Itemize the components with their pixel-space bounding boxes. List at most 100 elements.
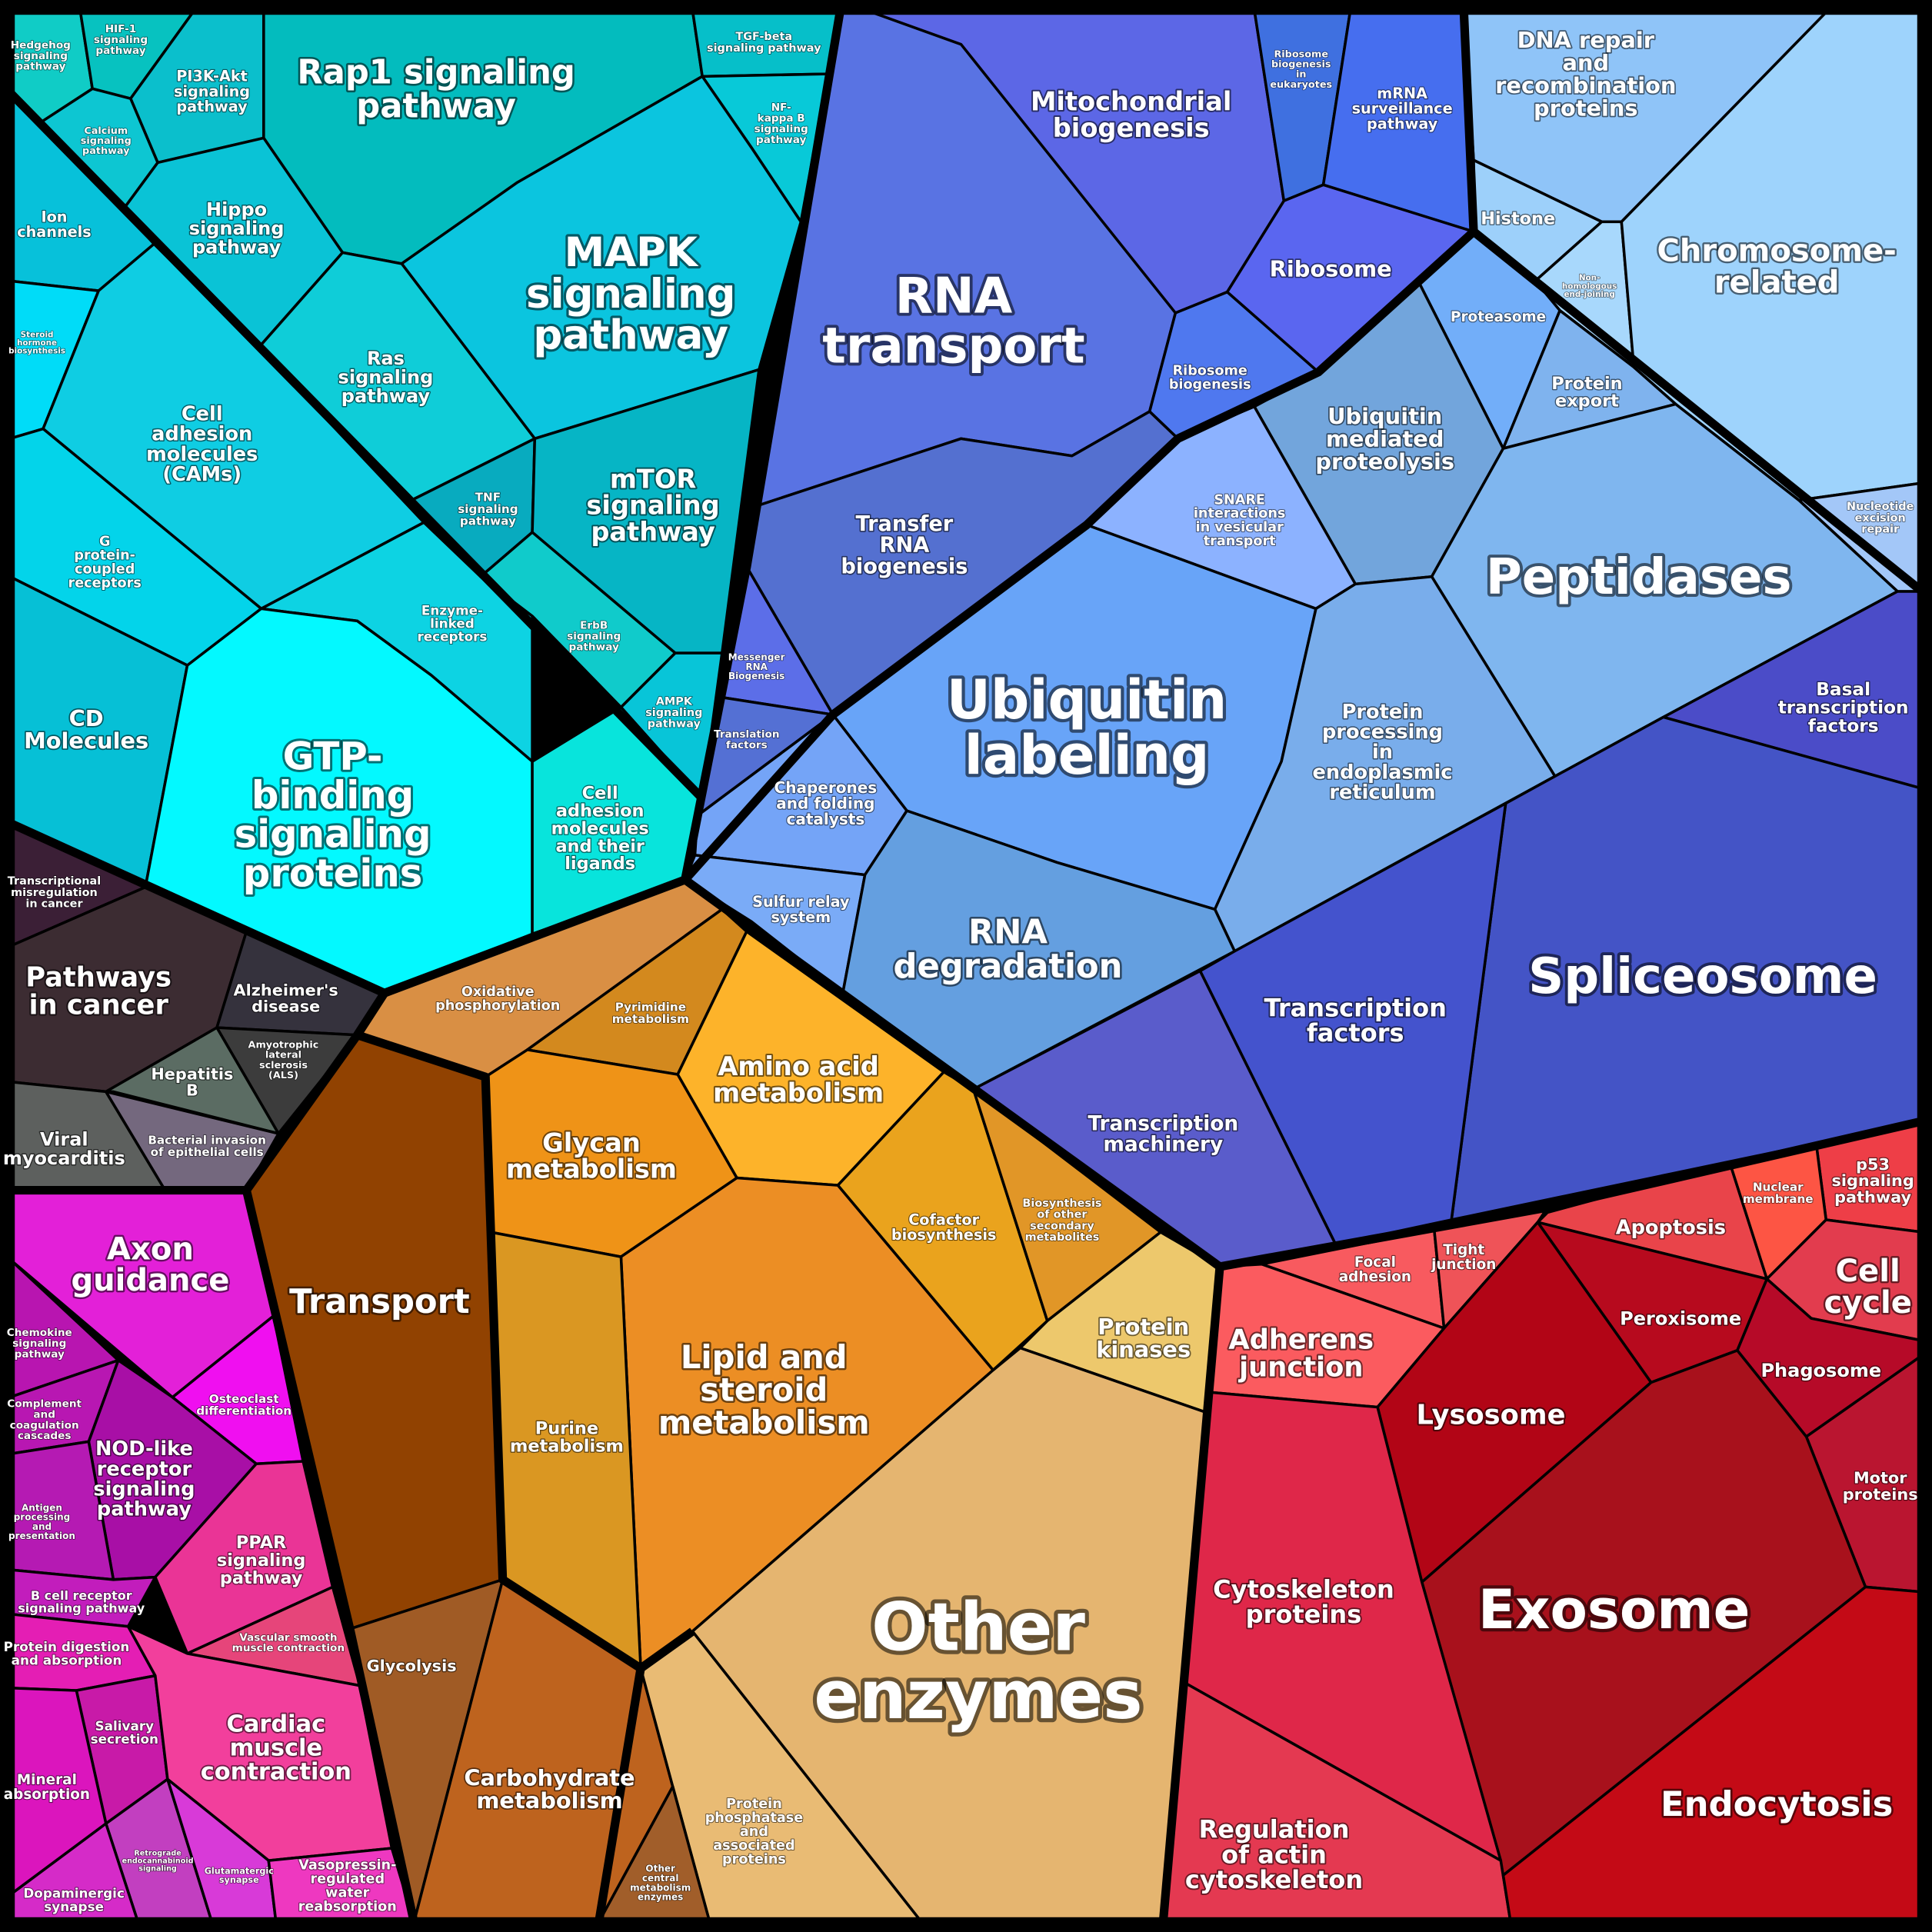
label-focal: Focal adhesion (1339, 1254, 1411, 1285)
label-motor: Motor proteins (1843, 1469, 1918, 1504)
label-hif1: HIF-1 signaling pathway (94, 23, 148, 57)
label-complement: Complement and coagulation cascades (7, 1397, 82, 1442)
label-lipid: Lipid and steroid metabolism (658, 1338, 870, 1441)
label-steroidhb: Steroid hormone biosynthesis (8, 330, 65, 355)
label-peroxisome: Peroxisome (1620, 1308, 1741, 1330)
label-chromosome: Chromosome-related (1657, 234, 1897, 301)
label-transfactors: Transcription factors (1264, 993, 1447, 1048)
label-rnadeg: RNA degradation (894, 914, 1123, 986)
label-bcell: B cell receptor signaling pathway (18, 1588, 145, 1615)
label-basal: Basal transcription factors (1778, 679, 1909, 736)
label-carbohydrate: Carbohydrate metabolism (464, 1765, 635, 1814)
label-cancer: Pathways in cancer (25, 961, 172, 1021)
label-snare: SNARE interactions in vesicular transport (1194, 492, 1286, 549)
cell-ppar[interactable] (154, 1460, 335, 1655)
label-cellcycle: Cell cycle (1824, 1254, 1911, 1321)
label-mrnasurv: mRNA surveillance pathway (1352, 85, 1453, 132)
label-nhej: Non-homologous end-joining (1562, 274, 1617, 299)
label-lysosome: Lysosome (1416, 1399, 1565, 1431)
label-pyrimidine: Pyrimidine metabolism (612, 1000, 689, 1026)
cell-labels: Hedgehog signaling pathway HIF-1 signaling pa… (2, 22, 1918, 1915)
label-calcium: Calcium signaling pathway (81, 125, 132, 157)
label-aminoacid: Amino acid metabolism (713, 1051, 884, 1108)
label-sulfur: Sulfur relay system (752, 893, 850, 926)
label-chaperones: Chaperones and folding catalysts (774, 778, 878, 828)
label-ribobio: Ribosome biogenesis (1169, 363, 1251, 392)
label-protdigest: Protein digestion and absorption (4, 1639, 130, 1667)
label-othercentral: Other central metabolism enzymes (630, 1864, 691, 1903)
label-peptidases: Peptidases (1486, 549, 1792, 606)
label-secondary: Biosynthesis of other secondary metabolites (1022, 1198, 1101, 1244)
label-vasopressin: Vasopressin-regulated water reabsorption (298, 1857, 397, 1914)
label-trnabio: Transfer RNA biogenesis (841, 512, 968, 579)
label-axon: Axon guidance (71, 1231, 229, 1298)
label-glycan: Glycan metabolism (506, 1128, 677, 1184)
label-alzheimer: Alzheimer's disease (234, 981, 338, 1015)
label-tgfbeta: TGF-beta signaling pathway (707, 31, 821, 55)
label-transmachinery: Transcription machinery (1088, 1112, 1238, 1157)
label-ubiprot: Ubiquitin mediated proteolysis (1315, 403, 1454, 475)
label-osteoclast: Osteoclast differentiation (196, 1392, 291, 1418)
label-spliceosome: Spliceosome (1528, 948, 1877, 1005)
label-phagosome: Phagosome (1760, 1360, 1881, 1381)
label-tight: Tight junction (1431, 1242, 1496, 1273)
label-cams: Cell adhesion molecules (CAMs) (146, 402, 258, 485)
label-ppar: PPAR signaling pathway (217, 1533, 305, 1588)
label-hedgehog: Hedgehog signaling pathway (11, 39, 71, 73)
label-protphos: Protein phosphatase and associated proteins (705, 1797, 804, 1867)
label-p53: p53 signaling pathway (1831, 1155, 1914, 1206)
label-ampk: AMPK signaling pathway (645, 695, 702, 730)
label-gtp: GTP-binding signaling proteins (235, 734, 431, 895)
label-transport: Transport (289, 1283, 469, 1321)
label-actin: Regulation of actin cytoskeleton (1185, 1815, 1363, 1894)
label-bacterial: Bacterial invasion of epithelial cells (148, 1133, 266, 1159)
label-salivary: Salivary secretion (91, 1718, 158, 1747)
label-hippo: Hippo signaling pathway (189, 198, 285, 258)
label-cardiac: Cardiac muscle contraction (201, 1710, 351, 1785)
label-camlig: Cell adhesion molecules and their ligands (551, 784, 649, 874)
label-endocytosis: Endocytosis (1661, 1784, 1893, 1824)
label-ubilabel: Ubiquitin labeling (947, 668, 1227, 787)
label-glutamatergic: Glutamatergic synapse (205, 1867, 274, 1885)
label-nucleotide: Nucleotide excision repair (1847, 501, 1914, 535)
label-cytoskeleton: Cytoskeleton proteins (1213, 1575, 1394, 1630)
label-ribobioeuk: Ribosome biogenesis in eukaryotes (1270, 49, 1332, 91)
label-mtor: mTOR signaling pathway (586, 464, 719, 547)
label-otherenz: Other enzymes (814, 1590, 1142, 1734)
label-enzlinked: Enzyme-linked receptors (417, 602, 487, 644)
label-proteasome: Proteasome (1451, 309, 1546, 325)
label-cd: CD Molecules (24, 705, 148, 754)
label-antigen: Antigen processing and presentation (8, 1502, 75, 1541)
label-histone: Histone (1481, 208, 1555, 228)
label-mapk: MAPK signaling pathway (526, 229, 735, 359)
label-erbb: ErbB signaling pathway (567, 620, 621, 654)
label-oxphos: Oxidative phosphorylation (435, 984, 560, 1014)
label-glycolysis: Glycolysis (367, 1657, 457, 1675)
label-nuclearmem: Nuclear membrane (1743, 1180, 1814, 1206)
label-exosome: Exosome (1478, 1578, 1750, 1641)
label-rap1: Rap1 signaling pathway (297, 53, 575, 125)
label-retrograde: Retrograde endocannabinoid signaling (122, 1850, 194, 1874)
label-chemokine: Chemokine signaling pathway (7, 1327, 72, 1361)
label-vascular: Vascular smooth muscle contraction (232, 1631, 345, 1654)
label-pi3k: PI3K-Akt signaling pathway (174, 68, 250, 115)
label-protkinases: Protein kinases (1096, 1314, 1191, 1362)
label-viral: Viral myocarditis (3, 1128, 125, 1169)
label-ras: Ras signaling pathway (338, 348, 434, 407)
label-adherens: Adherens junction (1228, 1324, 1374, 1383)
label-transmis: Transcriptional misregulation in cancer (8, 875, 101, 910)
label-nodlike: NOD-like receptor signaling pathway (93, 1437, 195, 1521)
group-borders (6, 8, 1925, 1924)
label-purine: Purine metabolism (510, 1418, 624, 1456)
label-rnatransport: RNA transport (822, 268, 1084, 375)
label-tnf: TNF signaling pathway (458, 490, 518, 528)
label-cofactor: Cofactor biosynthesis (891, 1211, 997, 1244)
label-dopaminergic: Dopaminergic synapse (23, 1886, 125, 1914)
label-ion: Ion channels (17, 208, 91, 241)
label-translation: Translation factors (714, 728, 780, 751)
label-protprocess: Protein processing in endoplasmic reticulum (1313, 701, 1453, 804)
label-mrnabio: Messenger RNA Biogenesis (728, 652, 785, 682)
